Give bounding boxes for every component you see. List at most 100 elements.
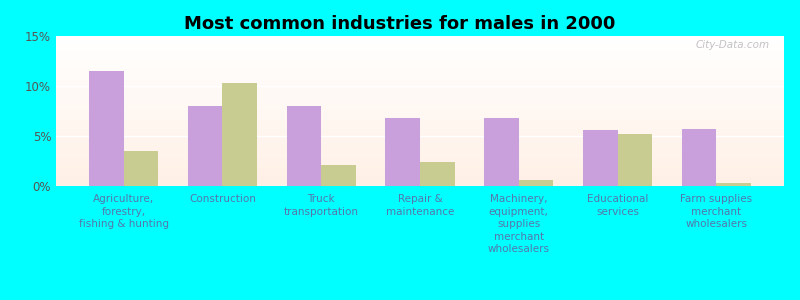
Text: Most common industries for males in 2000: Most common industries for males in 2000 bbox=[184, 15, 616, 33]
Bar bbox=[56, 54, 784, 56]
Bar bbox=[56, 112, 784, 114]
Bar bbox=[56, 52, 784, 54]
Bar bbox=[56, 46, 784, 48]
Bar bbox=[56, 38, 784, 39]
Bar bbox=[56, 98, 784, 99]
Bar bbox=[618, 134, 652, 186]
Bar bbox=[56, 174, 784, 176]
Bar bbox=[56, 126, 784, 128]
Bar bbox=[56, 135, 784, 136]
Bar bbox=[56, 75, 784, 76]
Bar bbox=[56, 76, 784, 78]
Bar bbox=[56, 39, 784, 40]
Bar bbox=[56, 172, 784, 174]
Bar bbox=[56, 103, 784, 105]
Bar bbox=[56, 165, 784, 166]
Bar bbox=[56, 168, 784, 170]
Bar bbox=[56, 154, 784, 156]
Bar bbox=[56, 60, 784, 61]
Bar bbox=[56, 132, 784, 134]
Bar bbox=[56, 138, 784, 140]
Bar bbox=[56, 42, 784, 44]
Bar bbox=[583, 130, 618, 186]
Bar bbox=[56, 56, 784, 57]
Bar bbox=[56, 66, 784, 68]
Bar bbox=[56, 40, 784, 42]
Bar bbox=[386, 118, 420, 186]
Bar bbox=[56, 94, 784, 96]
Bar bbox=[518, 180, 554, 186]
Bar bbox=[56, 141, 784, 142]
Bar bbox=[124, 151, 158, 186]
Bar bbox=[56, 136, 784, 138]
Bar bbox=[56, 150, 784, 152]
Bar bbox=[56, 123, 784, 124]
Bar bbox=[56, 78, 784, 80]
Bar bbox=[56, 45, 784, 46]
Bar bbox=[56, 128, 784, 129]
Bar bbox=[56, 90, 784, 92]
Bar bbox=[56, 74, 784, 75]
Bar bbox=[56, 178, 784, 180]
Bar bbox=[56, 80, 784, 81]
Bar bbox=[56, 81, 784, 82]
Bar bbox=[322, 165, 356, 186]
Bar bbox=[56, 68, 784, 69]
Text: City-Data.com: City-Data.com bbox=[695, 40, 770, 50]
Bar bbox=[56, 164, 784, 165]
Bar bbox=[716, 183, 751, 186]
Bar bbox=[56, 85, 784, 87]
Bar bbox=[56, 36, 784, 38]
Bar bbox=[56, 147, 784, 148]
Bar bbox=[56, 51, 784, 52]
Bar bbox=[56, 70, 784, 72]
Bar bbox=[56, 148, 784, 150]
Bar bbox=[56, 118, 784, 120]
Bar bbox=[56, 182, 784, 183]
Bar bbox=[56, 106, 784, 108]
Bar bbox=[89, 71, 124, 186]
Bar bbox=[56, 129, 784, 130]
Bar bbox=[56, 169, 784, 171]
Bar bbox=[56, 134, 784, 135]
Bar bbox=[56, 167, 784, 168]
Bar bbox=[286, 106, 322, 186]
Bar bbox=[56, 144, 784, 146]
Bar bbox=[56, 57, 784, 58]
Bar bbox=[56, 72, 784, 74]
Bar bbox=[56, 87, 784, 88]
Bar bbox=[56, 171, 784, 172]
Bar bbox=[188, 106, 222, 186]
Bar bbox=[56, 153, 784, 154]
Bar bbox=[56, 156, 784, 158]
Bar bbox=[56, 108, 784, 110]
Bar bbox=[56, 114, 784, 116]
Bar bbox=[56, 140, 784, 141]
Bar bbox=[56, 84, 784, 86]
Bar bbox=[56, 160, 784, 162]
Bar bbox=[56, 96, 784, 98]
Bar bbox=[56, 88, 784, 90]
Bar bbox=[56, 146, 784, 147]
Bar bbox=[56, 100, 784, 102]
Bar bbox=[56, 183, 784, 184]
Bar bbox=[56, 176, 784, 177]
Bar bbox=[56, 99, 784, 100]
Bar bbox=[56, 117, 784, 118]
Bar bbox=[56, 184, 784, 186]
Bar bbox=[56, 122, 784, 123]
Bar bbox=[56, 63, 784, 64]
Bar bbox=[56, 142, 784, 144]
Bar bbox=[56, 82, 784, 84]
Bar bbox=[56, 61, 784, 63]
Bar bbox=[56, 92, 784, 93]
Bar bbox=[56, 152, 784, 153]
Bar bbox=[56, 50, 784, 51]
Bar bbox=[56, 120, 784, 122]
Bar bbox=[56, 64, 784, 66]
Bar bbox=[56, 116, 784, 117]
Bar bbox=[56, 69, 784, 70]
Bar bbox=[56, 180, 784, 182]
Bar bbox=[56, 159, 784, 160]
Bar bbox=[56, 124, 784, 126]
